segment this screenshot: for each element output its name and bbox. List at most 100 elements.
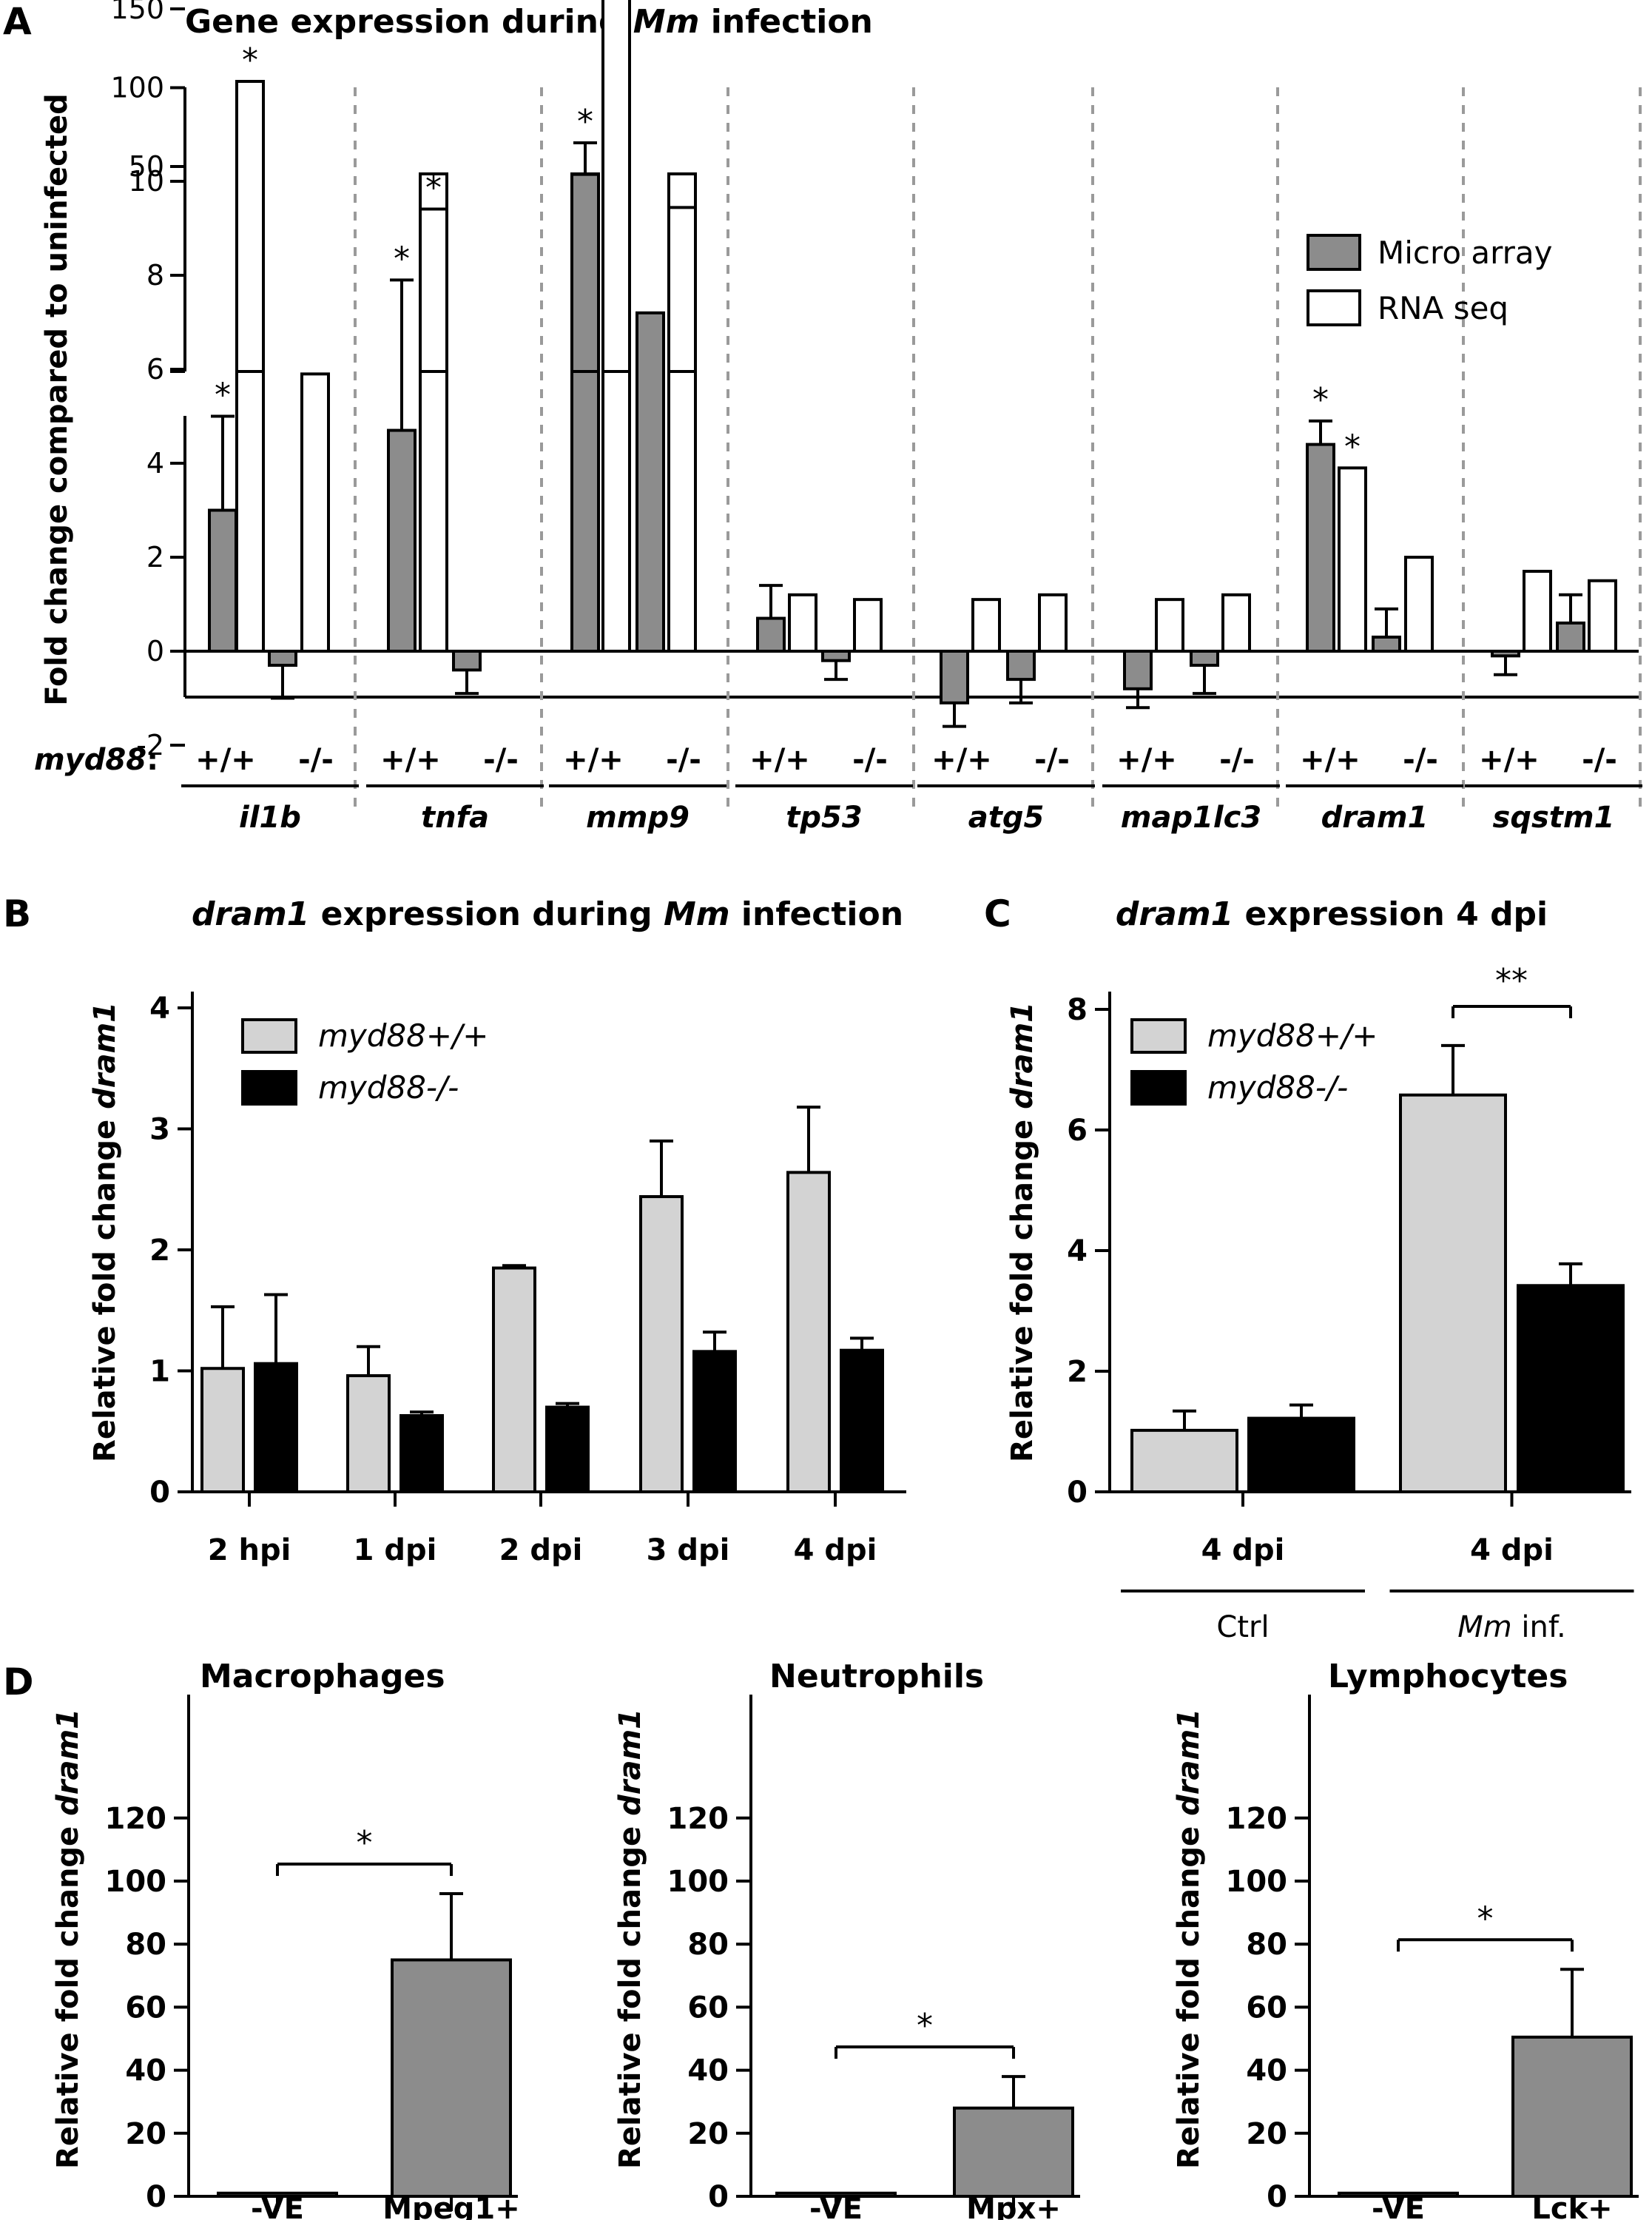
panel-c-title-part: dram1 <box>1116 895 1233 933</box>
panel-c-y-tick-label: 2 <box>1067 1355 1088 1389</box>
panel-b-y-axis-label-part: Relative fold change <box>88 1109 122 1462</box>
panel-d-y-tick-label: 120 <box>105 1802 167 1836</box>
micro-array-bar-atg5 <box>940 650 969 704</box>
panel-d-title-macrophages: Macrophages <box>200 1658 445 1695</box>
panel-c-wt-bar <box>1399 1093 1507 1493</box>
panel-d-y-tick-label: 60 <box>125 1991 166 2025</box>
panel-a-y-tick-label: 100 <box>110 72 164 104</box>
micro-array-bar-tnfa <box>452 650 482 672</box>
rna-seq-bar-atg5 <box>971 598 1001 653</box>
panel-d-sig-mark: * <box>357 1824 373 1862</box>
micro-array-bar-mmp9 <box>635 311 665 653</box>
panel-d-y-tick-label: 60 <box>687 1991 729 2025</box>
panel-c-legend-swatch-wt <box>1130 1018 1187 1054</box>
wt-bar-2 hpi <box>200 1367 245 1493</box>
significance-star: * <box>242 41 258 79</box>
panel-c-sub-label: Mm inf. <box>1457 1610 1566 1644</box>
panel-d-y-axis-label: Relative fold change dram1 <box>1172 1709 1206 2169</box>
panel-b-title-part: Mm <box>664 895 730 933</box>
gene-label-dram1: dram1 <box>1321 801 1429 835</box>
rna-seq-bar-map1lc3 <box>1221 593 1251 653</box>
panel-c-ko-bar <box>1517 1284 1625 1494</box>
panel-d-y-tick-label: 0 <box>1267 2180 1287 2214</box>
genotype-label-wt: +/+ <box>380 743 441 777</box>
panel-d-sig-mark: * <box>917 2007 933 2045</box>
panel-d-y-axis-label: Relative fold change dram1 <box>613 1709 647 2169</box>
genotype-label-ko: -/- <box>1034 743 1070 777</box>
panel-d-y-tick-label: 80 <box>687 1928 729 1962</box>
panel-c-sig-mark: ** <box>1495 962 1528 1000</box>
significance-star: * <box>394 240 410 278</box>
panel-d-x-tick-label: Mpeg1+ <box>382 2192 520 2220</box>
gene-label-tp53: tp53 <box>786 801 862 835</box>
panel-d-bar-Mpeg1+ <box>391 1958 512 2198</box>
panel-d-y-tick-label: 80 <box>125 1928 166 1962</box>
gene-label-mmp9: mmp9 <box>586 801 690 835</box>
rna-seq-bar-tp53 <box>788 593 817 653</box>
micro-array-bar-mmp9-upper <box>570 172 600 373</box>
panel-b-y-tick-label: 3 <box>149 1113 170 1147</box>
wt-bar-2 dpi <box>492 1266 536 1494</box>
genotype-label-wt: +/+ <box>563 743 624 777</box>
panel-d-x-tick-label: -VE <box>809 2192 863 2220</box>
panel-c-y-tick-label: 4 <box>1067 1234 1088 1268</box>
genotype-label-ko: -/- <box>852 743 888 777</box>
panel-a-y-axis-label: Fold change compared to uninfected <box>40 93 74 706</box>
panel-b-legend-swatch-wt <box>241 1018 297 1054</box>
genotype-label-ko: -/- <box>1582 743 1617 777</box>
legend-label-rna-seq: RNA seq <box>1378 290 1508 326</box>
panel-b-y-tick-label: 4 <box>149 992 170 1026</box>
panel-b-y-axis-label-part: dram1 <box>88 1002 122 1109</box>
panel-c-wt-bar <box>1130 1428 1238 1493</box>
panel-d-sig-mark: * <box>1477 1900 1494 1937</box>
panel-d-y-axis-label-part: dram1 <box>1172 1709 1206 1816</box>
panel-a-y-tick-label: 0 <box>146 635 164 667</box>
panel-d-title-lymphocytes: Lymphocytes <box>1328 1658 1568 1695</box>
panel-d-y-tick-label: 20 <box>687 2117 729 2151</box>
genotype-label-wt: +/+ <box>195 743 256 777</box>
panel-label-b: B <box>3 892 31 935</box>
genotype-label-wt: +/+ <box>1116 743 1177 777</box>
significance-star: * <box>1344 428 1361 465</box>
panel-d-y-tick-label: 100 <box>105 1865 167 1899</box>
panel-d-y-axis-label-part: Relative fold change <box>1172 1816 1206 2169</box>
panel-d-y-tick-label: 100 <box>667 1865 729 1899</box>
genotype-label-ko: -/- <box>666 743 701 777</box>
panel-a-y-tick-label: 2 <box>146 541 164 574</box>
panel-d-bar-Lck+ <box>1511 2035 1633 2199</box>
panel-c-title: dram1 expression 4 dpi <box>1116 895 1548 933</box>
panel-d-x-tick-label: Lck+ <box>1531 2192 1612 2220</box>
ko-bar-2 hpi <box>254 1362 298 1493</box>
panel-c-legend-label-ko: myd88-/- <box>1207 1069 1348 1106</box>
panel-label-d: D <box>3 1661 34 1703</box>
panel-c-y-tick-label: 8 <box>1067 993 1088 1027</box>
panel-b-y-tick-label: 2 <box>149 1234 170 1268</box>
panel-b-x-tick-label: 4 dpi <box>794 1533 877 1567</box>
panel-a-y-tick-label: 50 <box>129 150 164 183</box>
panel-label-a: A <box>3 0 32 43</box>
panel-a-y-tick-label: 4 <box>146 447 164 480</box>
panel-b-legend-label-ko: myd88-/- <box>318 1069 459 1106</box>
panel-c-ko-bar <box>1247 1416 1355 1493</box>
panel-d-y-axis-label-part: Relative fold change <box>613 1816 647 2169</box>
panel-d-y-tick-label: 0 <box>146 2180 166 2214</box>
ko-bar-1 dpi <box>399 1413 444 1493</box>
panel-d-y-axis-label: Relative fold change dram1 <box>51 1709 85 2169</box>
panel-d-x-tick-label: Mpx+ <box>966 2192 1061 2220</box>
rna-seq-bar-mmp9-upper <box>667 206 697 373</box>
micro-array-bar-tp53 <box>756 616 786 653</box>
panel-c-y-tick-label: 0 <box>1067 1476 1088 1510</box>
panel-a-title-part: Gene expression during <box>185 3 633 41</box>
rna-seq-bar-tp53 <box>853 598 883 653</box>
panel-d-y-tick-label: 0 <box>708 2180 729 2214</box>
micro-array-bar-il1b <box>268 650 297 667</box>
panel-b-legend-label-wt: myd88+/+ <box>318 1018 488 1054</box>
panel-d-y-tick-label: 60 <box>1246 1991 1287 2025</box>
panel-c-sub-label-part: Mm <box>1457 1610 1511 1644</box>
gene-label-sqstm1: sqstm1 <box>1493 801 1615 835</box>
panel-b-title-part: dram1 <box>192 895 309 933</box>
genotype-label-wt: +/+ <box>1300 743 1361 777</box>
panel-d-y-axis-label-part: dram1 <box>51 1709 85 1816</box>
panel-b-title-part: expression during <box>309 895 664 933</box>
